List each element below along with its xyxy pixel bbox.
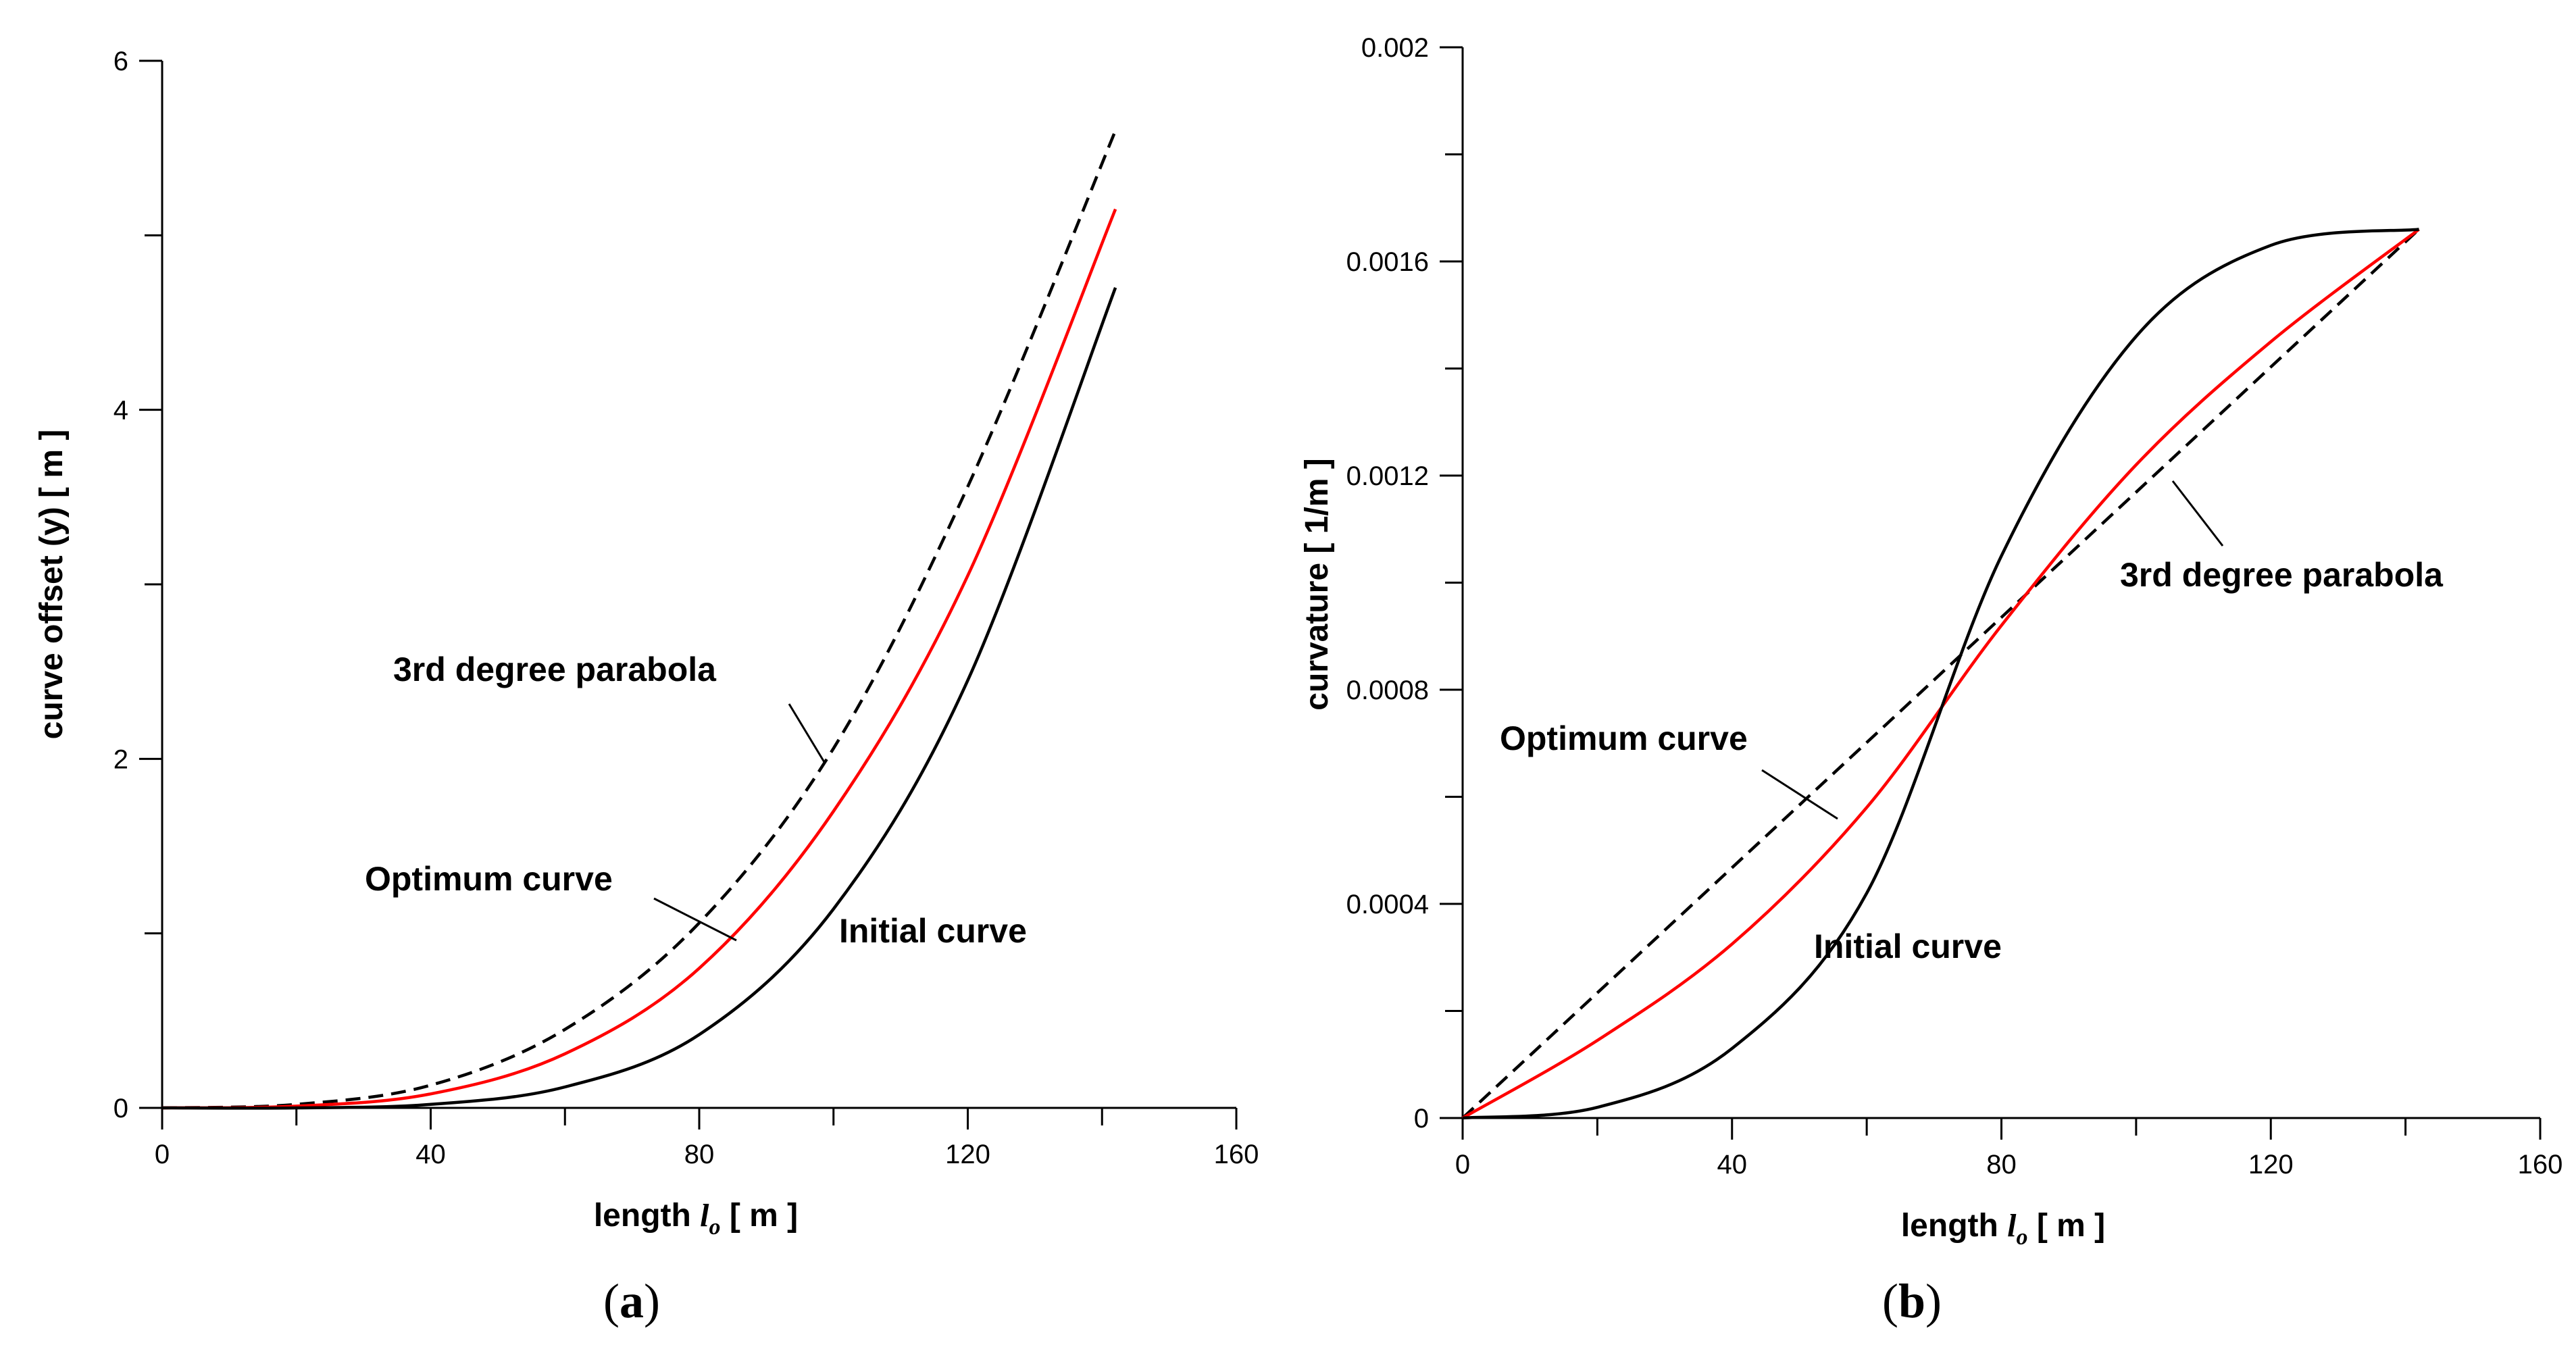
panel-b-parabola-annotation: 3rd degree parabola [2120,556,2444,594]
panel-b-y-tick-label: 0 [1414,1104,1429,1134]
panel-a-y-tick-label: 4 [113,396,128,426]
panel-a-x-tick-label: 120 [945,1140,990,1169]
panel-a-optimum-leader [653,897,737,942]
panel-b-y-tick-label: 0.0008 [1346,676,1429,705]
panel-b-x-axis-title: length lo [ m ] [1901,1208,2105,1250]
panel-b-x-tick-label: 160 [2518,1150,2563,1179]
panel-a-optimum-annotation: Optimum curve [365,860,613,898]
panel-b-y-tick-label: 0.0004 [1346,890,1429,919]
panel-a-parabola-leader [788,703,826,763]
panel-b-x-tick-label: 40 [1717,1150,1748,1179]
panel-b-x-tick-label: 80 [1986,1150,2017,1179]
panel-a-x-tick-label: 40 [415,1140,446,1169]
panel-b-initial-annotation: Initial curve [1814,928,2002,965]
panel-a-x-tick-label: 0 [155,1140,170,1169]
panel-b-y-tick-label: 0.0012 [1346,461,1429,491]
panel-a-x-tick-label: 160 [1214,1140,1259,1169]
panel-b-optimum-leader [1761,769,1838,820]
panel-b-parabola-leader [2171,480,2224,547]
panel-b-label: (b) [1882,1274,1942,1328]
panel-a-x-tick-label: 80 [684,1140,715,1169]
panel-a-y-axis-title: curve offset (y) [ m ] [34,430,70,740]
panel-a-y-tick-label: 2 [113,744,128,774]
panel-a-y-tick-label: 6 [113,47,128,76]
panel-a: 0 40 80 120 160 0 2 4 6 curve offset (y) [ m ] l… [34,47,1259,1328]
panel-a-initial-annotation: Initial curve [839,912,1027,950]
panel-b-x-tick-label: 0 [1455,1150,1470,1179]
panel-a-series-3rd-degree-parabola [161,130,1117,1110]
panel-b-y-axis-title: curvature [ 1/m ] [1299,458,1335,710]
panel-b-y-tick-label: 0.002 [1361,33,1429,63]
panel-b: 0 40 80 120 160 0 0.0004 0.0008 0.0012 0.0016 0.00… [1299,33,2562,1328]
panel-a-y-tick-label: 0 [113,1094,128,1123]
panel-b-optimum-annotation: Optimum curve [1500,719,1748,757]
panel-a-x-axis-title: length lo [ m ] [594,1198,798,1240]
panel-a-parabola-annotation: 3rd degree parabola [393,651,717,688]
panel-a-series-initial-curve [161,287,1117,1110]
panel-b-series-initial-curve [1462,228,2419,1120]
panel-a-label: (a) [603,1274,660,1328]
panel-b-x-tick-label: 120 [2248,1150,2294,1179]
panel-a-series-optimum-curve [161,208,1117,1110]
panel-b-series-3rd-degree-parabola [1461,228,2421,1119]
panel-b-y-tick-label: 0.0016 [1346,247,1429,277]
